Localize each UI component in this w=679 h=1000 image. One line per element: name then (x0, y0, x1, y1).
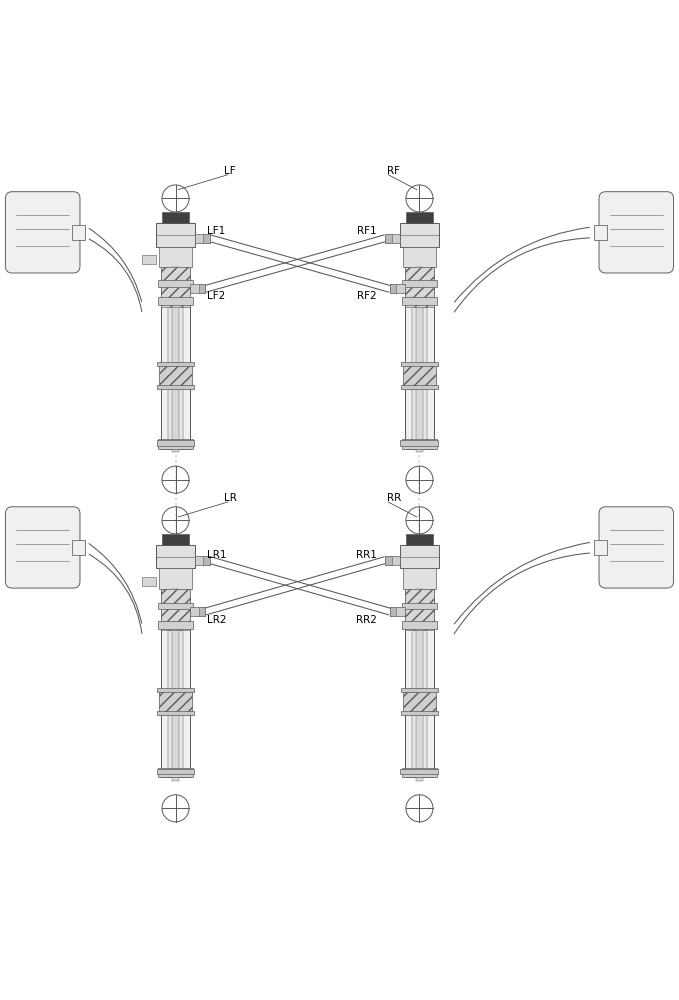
Bar (143, 255, 156, 264)
Bar (159, 364, 192, 388)
Bar (190, 607, 205, 616)
Bar (159, 690, 192, 714)
Bar (390, 607, 405, 616)
Bar (157, 440, 194, 446)
Bar (158, 362, 194, 366)
Text: RR1: RR1 (356, 550, 377, 560)
Text: LR: LR (224, 493, 237, 503)
Bar (390, 284, 397, 293)
Text: RF2: RF2 (357, 291, 377, 301)
Bar (158, 385, 194, 389)
Bar (158, 768, 193, 777)
Bar (195, 556, 210, 565)
Bar (204, 234, 210, 243)
Bar (161, 589, 190, 777)
Bar (406, 212, 433, 223)
Text: LR1: LR1 (207, 550, 227, 560)
Bar (190, 284, 205, 293)
Bar (403, 568, 436, 589)
Bar (401, 688, 438, 692)
Bar (168, 589, 183, 774)
Bar (402, 297, 437, 305)
Bar (390, 607, 397, 616)
Bar (401, 440, 439, 446)
Bar (402, 603, 437, 609)
Text: LR2: LR2 (207, 615, 227, 625)
Bar (157, 769, 194, 774)
Bar (158, 688, 194, 692)
Bar (162, 534, 189, 545)
Bar (593, 225, 607, 240)
Text: RF1: RF1 (357, 226, 377, 236)
Bar (199, 607, 205, 616)
Bar (158, 603, 193, 609)
Bar (403, 690, 437, 714)
Bar (405, 267, 435, 307)
Bar (161, 267, 190, 449)
Bar (401, 385, 438, 389)
Bar (403, 364, 437, 388)
Bar (405, 589, 435, 630)
Bar (158, 297, 193, 305)
Bar (158, 439, 193, 449)
Bar (416, 589, 423, 781)
Text: RR: RR (387, 493, 401, 503)
FancyBboxPatch shape (5, 192, 80, 273)
Bar (400, 545, 439, 568)
Bar (204, 556, 210, 565)
Bar (168, 267, 183, 446)
Bar (72, 225, 86, 240)
Bar (593, 540, 607, 555)
Bar (195, 234, 210, 243)
Bar (412, 267, 427, 446)
FancyBboxPatch shape (5, 507, 80, 588)
Bar (158, 621, 193, 629)
Bar (405, 267, 435, 449)
Bar (172, 267, 179, 452)
Bar (405, 589, 435, 777)
Text: LF: LF (224, 166, 236, 176)
Text: RF: RF (387, 166, 400, 176)
Bar (159, 568, 192, 589)
FancyBboxPatch shape (599, 192, 674, 273)
Bar (158, 280, 193, 287)
Bar (156, 545, 195, 568)
Bar (161, 267, 190, 307)
Bar (143, 577, 156, 586)
Bar (385, 556, 400, 565)
Bar (385, 234, 400, 243)
Bar (172, 589, 179, 781)
Bar (401, 362, 438, 366)
Bar (161, 589, 190, 630)
Bar (385, 234, 392, 243)
Bar (199, 284, 205, 293)
Text: LF2: LF2 (207, 291, 225, 301)
Text: RR2: RR2 (356, 615, 377, 625)
Bar (390, 284, 405, 293)
Bar (385, 556, 392, 565)
Bar (159, 247, 192, 267)
Text: LF1: LF1 (207, 226, 225, 236)
Bar (156, 223, 195, 247)
Bar (402, 439, 437, 449)
Bar (401, 711, 438, 715)
Bar (402, 621, 437, 629)
Bar (72, 540, 86, 555)
Bar (416, 267, 423, 452)
Bar (403, 247, 436, 267)
Bar (402, 280, 437, 287)
Bar (412, 589, 427, 774)
Bar (162, 212, 189, 223)
Bar (401, 769, 439, 774)
Bar (158, 711, 194, 715)
FancyBboxPatch shape (599, 507, 674, 588)
Bar (400, 223, 439, 247)
Bar (406, 534, 433, 545)
Bar (402, 768, 437, 777)
